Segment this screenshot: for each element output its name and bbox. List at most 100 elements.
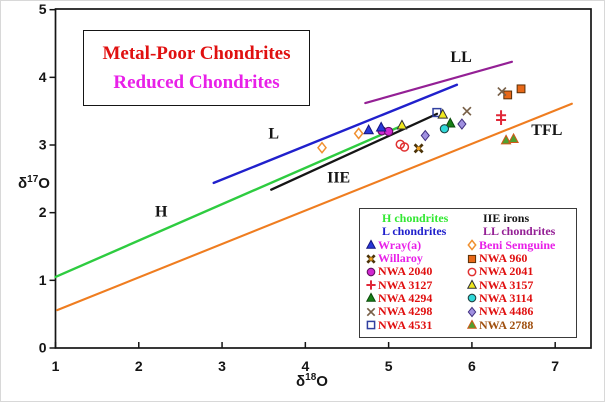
- legend-box: H chondrites L chondrites Wray(a) Willaroy N…: [359, 208, 577, 338]
- legend-label: LL chondrites: [483, 224, 556, 239]
- x-tick-label: 5: [385, 358, 393, 374]
- legend-marker-diamond-icon: [467, 306, 477, 318]
- legend-marker-x_heavy-icon: [366, 253, 376, 264]
- legend-header-ll-chondrites: LL chondrites: [465, 224, 574, 239]
- legend-marker-triangle-icon: [466, 319, 478, 329]
- legend-item-nwa3114: NWA 3114: [465, 290, 574, 305]
- legend-item-nwa2040: NWA 2040: [364, 264, 465, 279]
- line-label-IIE: IIE: [327, 169, 350, 186]
- legend-label: NWA 2040: [378, 264, 433, 279]
- legend-marker-nwa3114: [467, 294, 477, 303]
- y-tick-label: 0: [39, 340, 47, 356]
- legend-item-nwa4486: NWA 4486: [465, 304, 574, 319]
- series-nwa4294: [444, 117, 456, 128]
- legend-marker-plus-icon: [366, 280, 376, 290]
- legend-label: NWA 3114: [479, 290, 533, 305]
- y-tick-label: 3: [39, 137, 47, 153]
- x-axis-title: δ18O: [296, 372, 328, 390]
- legend-marker-nwa2788: [466, 319, 478, 329]
- legend-label: NWA 4294: [378, 290, 433, 305]
- y-tick-label: 1: [39, 272, 47, 288]
- point-nwa3157: [396, 119, 408, 130]
- legend-marker-triangle-icon: [365, 239, 377, 250]
- point-nwa4486: [457, 118, 467, 130]
- line-H: [54, 124, 403, 279]
- legend-item-nwa3127: NWA 3127: [364, 277, 465, 292]
- series-nwa3127: [496, 110, 507, 125]
- legend-marker-nwa2041: [467, 267, 477, 277]
- series-nwa960: [503, 84, 526, 100]
- plot-border: [54, 8, 592, 349]
- series-beni: [317, 127, 364, 154]
- legend-item-wray: Wray(a): [364, 237, 465, 252]
- line-label-LL: LL: [450, 49, 471, 66]
- series-nwa4298: [462, 86, 507, 116]
- legend-item-nwa2788: NWA 2788: [465, 317, 574, 332]
- point-nwa4298: [497, 86, 507, 97]
- legend-item-willaroy: Willaroy: [364, 251, 465, 265]
- series-nwa2788: [500, 132, 519, 145]
- legend-marker-square_open-icon: [366, 320, 376, 330]
- annotation-box: Metal-Poor Chondrites Reduced Chondrites: [83, 30, 310, 106]
- series-nwa4486: [420, 118, 467, 142]
- y-tick-label: 2: [39, 204, 47, 220]
- point-nwa4298: [462, 106, 472, 116]
- legend-marker-diamond_open-icon: [467, 239, 477, 252]
- legend-marker-nwa4486: [467, 306, 477, 318]
- point-nwa960: [516, 84, 526, 94]
- legend-column-2: IIE irons LL chondrites Beni Semguine NWA 9…: [465, 211, 574, 335]
- legend-item-nwa2041: NWA 2041: [465, 264, 574, 279]
- point-nwa2788: [500, 134, 512, 145]
- point-nwa3157: [437, 108, 449, 119]
- point-nwa960: [503, 90, 513, 100]
- legend-label: Beni Semguine: [479, 237, 556, 252]
- legend-marker-nwa4294: [365, 292, 377, 303]
- point-nwa3114: [439, 124, 450, 134]
- legend-marker-nwa4531: [366, 320, 376, 330]
- legend-label: NWA 2788: [479, 317, 534, 332]
- legend-header-h-chondrites: H chondrites: [364, 211, 465, 226]
- legend-label: NWA 3127: [378, 277, 433, 292]
- legend-item-beni: Beni Semguine: [465, 237, 574, 252]
- point-nwa4486: [420, 129, 430, 142]
- legend-item-nwa960: NWA 960: [465, 251, 574, 266]
- legend-label: Wray(a): [378, 237, 422, 252]
- legend-marker-nwa3157: [466, 279, 478, 289]
- legend-label: NWA 960: [479, 251, 528, 266]
- legend-marker-nwa3127: [366, 280, 376, 290]
- legend-label: NWA 2041: [479, 264, 534, 279]
- point-nwa4294: [444, 117, 456, 128]
- series-willaroy: [413, 143, 424, 154]
- legend-marker-nwa960: [467, 254, 477, 263]
- series-wray: [363, 121, 387, 135]
- line-label-H: H: [155, 203, 168, 220]
- line-IIE: [270, 112, 439, 191]
- legend-marker-circle_open-icon: [467, 267, 477, 277]
- line-LL: [364, 60, 513, 105]
- point-beni: [353, 127, 364, 140]
- legend-header-iie-irons: IIE irons: [465, 211, 574, 225]
- line-label-TFL: TFL: [531, 122, 562, 139]
- line-label-L: L: [268, 126, 279, 143]
- annotation-line-1: Metal-Poor Chondrites: [102, 43, 291, 64]
- line-TFL: [56, 102, 573, 312]
- line-L: [212, 83, 459, 185]
- point-nwa2788: [508, 132, 519, 144]
- point-beni: [317, 141, 327, 154]
- point-nwa2041: [399, 142, 410, 152]
- legend-item-nwa4294: NWA 4294: [364, 290, 465, 305]
- legend-header-l-chondrites: L chondrites: [364, 224, 465, 238]
- y-tick-label: 4: [39, 69, 47, 85]
- legend-marker-circle-icon: [366, 267, 376, 277]
- x-tick-label: 7: [551, 358, 559, 374]
- legend-label: NWA 4486: [479, 304, 534, 319]
- x-tick-label: 4: [301, 358, 309, 374]
- legend-marker-triangle-icon: [365, 292, 377, 303]
- legend-label: NWA 4298: [378, 304, 433, 319]
- point-nwa3127: [496, 114, 507, 125]
- legend-item-nwa4531: NWA 4531: [364, 318, 465, 332]
- legend-label: NWA 3157: [479, 277, 534, 292]
- legend-label: H chondrites: [382, 211, 449, 226]
